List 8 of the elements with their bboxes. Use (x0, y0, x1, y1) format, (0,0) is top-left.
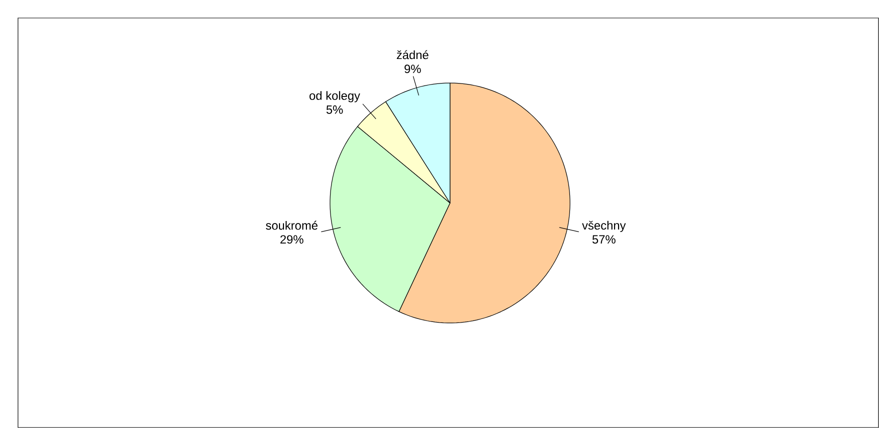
data-label: 9% (404, 64, 421, 74)
data-label: 29% (280, 235, 304, 244)
data-label: 57% (592, 235, 616, 244)
slice-label: soukromé (266, 220, 318, 230)
slice-label: od kolegy (310, 91, 360, 102)
data-label: 5% (326, 105, 343, 114)
slice-label: žádné (396, 50, 428, 60)
slice-label: všechny (582, 220, 626, 232)
